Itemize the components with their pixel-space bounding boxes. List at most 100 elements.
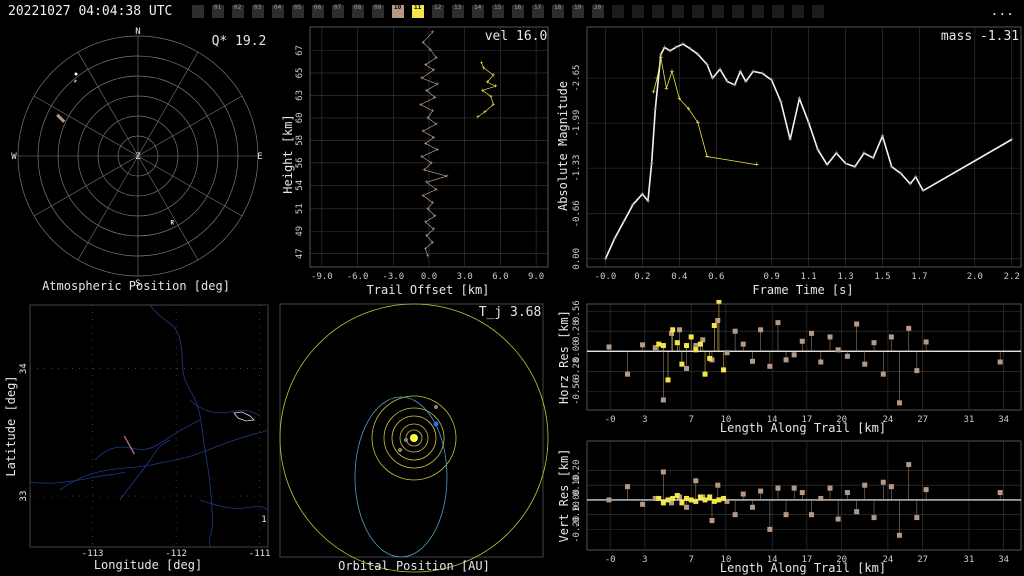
camera-label: 09 bbox=[374, 4, 382, 11]
camera-indicator[interactable]: 16 bbox=[512, 4, 524, 18]
data-point: + bbox=[432, 226, 436, 233]
residual-marker bbox=[677, 327, 683, 333]
camera-indicator[interactable]: 20 bbox=[592, 4, 604, 18]
y-tick-label: 0.00 bbox=[572, 489, 582, 511]
camera-indicator[interactable] bbox=[632, 5, 644, 18]
camera-indicator[interactable]: 15 bbox=[492, 4, 504, 18]
camera-indicator[interactable] bbox=[772, 5, 784, 18]
x-axis-label: Trail Offset [km] bbox=[367, 283, 490, 297]
menu-button[interactable]: ... bbox=[990, 4, 1014, 19]
y-tick-label: 47 bbox=[295, 248, 305, 259]
residual-marker bbox=[724, 350, 730, 356]
polar-spoke bbox=[77, 51, 139, 157]
data-point: + bbox=[432, 134, 436, 141]
residual-marker bbox=[724, 498, 730, 504]
camera-indicator[interactable] bbox=[812, 5, 824, 18]
series-line bbox=[419, 31, 449, 256]
data-point: + bbox=[489, 93, 493, 100]
residual-marker bbox=[914, 368, 920, 374]
camera-indicator[interactable] bbox=[712, 5, 724, 18]
river-line bbox=[189, 399, 261, 417]
data-point: + bbox=[733, 81, 737, 89]
camera-label: 14 bbox=[474, 4, 482, 11]
camera-indicator[interactable]: 11 bbox=[412, 4, 424, 18]
camera-indicator[interactable]: 10 bbox=[392, 4, 404, 18]
vertical-residuals-chart: -0 3 7 10 14 17 20 24 27 31 34 0.200.100.00-0.10-0.… bbox=[557, 440, 1022, 575]
residual-marker bbox=[721, 495, 727, 501]
meteoroid-orbit bbox=[354, 396, 448, 558]
map-edge-label: 1 bbox=[261, 515, 266, 525]
data-point: + bbox=[480, 60, 484, 67]
camera-indicator[interactable]: 14 bbox=[472, 4, 484, 18]
camera-indicator[interactable]: 02 bbox=[232, 4, 244, 18]
x-tick-label: 24 bbox=[882, 415, 893, 425]
data-point: + bbox=[710, 74, 714, 82]
camera-indicator[interactable]: 01 bbox=[212, 4, 224, 18]
residual-marker bbox=[702, 497, 708, 503]
camera-label: 06 bbox=[314, 4, 322, 11]
x-tick-label: 27 bbox=[917, 415, 928, 425]
x-tick-label: -113 bbox=[82, 549, 104, 559]
camera-indicator[interactable]: 06 bbox=[312, 4, 324, 18]
camera-indicator[interactable]: 08 bbox=[352, 4, 364, 18]
residual-marker bbox=[862, 482, 868, 488]
camera-indicator[interactable]: 09 bbox=[372, 4, 384, 18]
residual-marker bbox=[693, 478, 699, 484]
camera-indicator[interactable] bbox=[192, 5, 204, 18]
camera-indicator[interactable]: 19 bbox=[572, 4, 584, 18]
camera-indicator[interactable] bbox=[752, 5, 764, 18]
residual-marker bbox=[888, 484, 894, 490]
camera-strip: 01 02 03 04 05 06 07 08 09 10 11 12 13 14 15 16 17 18 19 20 bbox=[192, 4, 832, 19]
residual-marker bbox=[871, 340, 877, 346]
data-point: + bbox=[908, 180, 912, 188]
residual-marker bbox=[783, 357, 789, 363]
camera-indicator[interactable] bbox=[792, 5, 804, 18]
residual-marker bbox=[997, 490, 1003, 496]
series-line bbox=[653, 57, 757, 166]
camera-indicator[interactable] bbox=[672, 5, 684, 18]
x-tick-label: 14 bbox=[767, 415, 778, 425]
residual-marker bbox=[871, 515, 877, 521]
camera-indicator[interactable] bbox=[732, 5, 744, 18]
residual-marker bbox=[740, 491, 746, 497]
series-line bbox=[477, 62, 497, 118]
camera-indicator[interactable] bbox=[652, 5, 664, 18]
camera-indicator[interactable]: 05 bbox=[292, 4, 304, 18]
data-point: + bbox=[686, 105, 690, 113]
camera-indicator[interactable]: 03 bbox=[252, 4, 264, 18]
residual-marker bbox=[702, 371, 708, 377]
data-point: + bbox=[436, 81, 440, 88]
data-point: + bbox=[890, 163, 894, 171]
residual-marker bbox=[783, 512, 789, 518]
camera-label: 16 bbox=[514, 4, 522, 11]
camera-indicator[interactable] bbox=[692, 5, 704, 18]
data-point: + bbox=[655, 74, 659, 82]
camera-indicator[interactable]: 17 bbox=[532, 4, 544, 18]
residual-marker bbox=[854, 509, 860, 515]
camera-indicator[interactable] bbox=[612, 5, 624, 18]
residual-marker bbox=[707, 355, 713, 361]
camera-indicator[interactable]: 18 bbox=[552, 4, 564, 18]
data-point: + bbox=[491, 72, 495, 79]
data-point: + bbox=[426, 115, 430, 122]
height-offset-chart: -9.0 -6.0 -3.0 0.0 3.0 6.0 9.0 47 49 51 54 56 58 60 63… bbox=[281, 26, 549, 297]
camera-indicator[interactable]: 13 bbox=[452, 4, 464, 18]
data-point: + bbox=[603, 255, 607, 263]
data-point: + bbox=[445, 173, 449, 180]
residual-marker bbox=[707, 494, 713, 500]
x-tick-label: 10 bbox=[720, 415, 731, 425]
y-tick-label: -2.65 bbox=[572, 65, 582, 92]
camera-indicator[interactable]: 07 bbox=[332, 4, 344, 18]
residual-marker bbox=[693, 343, 699, 349]
data-point: + bbox=[432, 67, 436, 74]
residual-marker bbox=[625, 484, 631, 490]
planet-marker bbox=[398, 448, 402, 452]
residual-marker bbox=[809, 330, 815, 336]
camera-indicator[interactable]: 12 bbox=[432, 4, 444, 18]
camera-indicator[interactable]: 04 bbox=[272, 4, 284, 18]
lake-outline bbox=[233, 411, 255, 422]
x-axis-label: Atmospheric Position [deg] bbox=[42, 279, 230, 293]
residual-marker bbox=[670, 327, 676, 333]
polar-spoke bbox=[137, 95, 243, 157]
x-tick-label: 9.0 bbox=[528, 272, 544, 282]
